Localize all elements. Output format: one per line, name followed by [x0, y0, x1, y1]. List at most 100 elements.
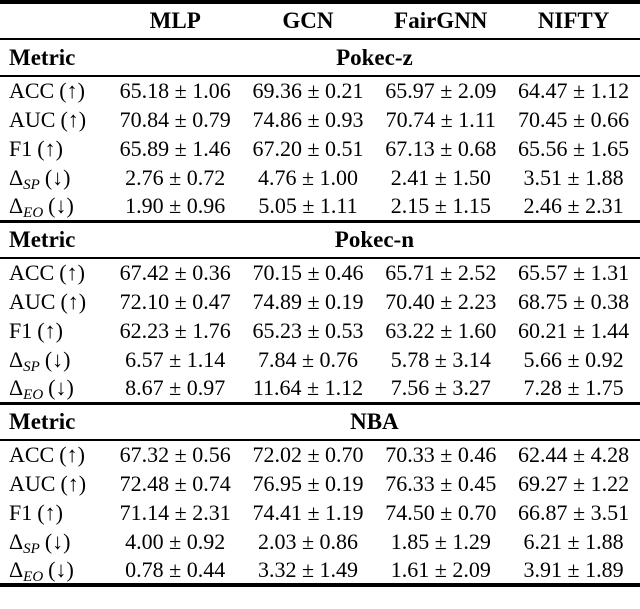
table-row: F1 (↑) 65.89 ± 1.46 67.20 ± 0.51 67.13 ± … [0, 134, 640, 163]
metric-subscript: SP [23, 176, 40, 193]
direction-arrow: (↑) [60, 288, 87, 314]
cell-value: 74.89 ± 0.19 [252, 288, 364, 314]
metric-subscript: SP [23, 540, 40, 557]
cell-value: 2.76 ± 0.72 [125, 164, 226, 190]
metric-label: ΔSP (↓) [0, 163, 109, 193]
metric-name: ACC [9, 442, 55, 467]
column-header-mlp: MLP [108, 2, 242, 40]
cell-value: 70.45 ± 0.66 [518, 106, 630, 132]
metric-label: F1 (↑) [0, 134, 109, 163]
direction-arrow: (↑) [37, 499, 63, 525]
direction-arrow: (↑) [60, 470, 87, 496]
direction-arrow: (↑) [60, 106, 87, 132]
metric-label: F1 (↑) [0, 316, 109, 345]
metric-name: Δ [9, 164, 24, 190]
metric-label: ΔEO (↓) [0, 374, 109, 405]
table-row: ACC (↑) 67.32 ± 0.56 72.02 ± 0.70 70.33 ±… [0, 440, 640, 469]
cell-value: 8.67 ± 0.97 [108, 374, 242, 405]
table-row: ΔEO (↓) 0.78 ± 0.44 3.32 ± 1.49 1.61 ± 2.… [0, 556, 640, 585]
cell-value: 7.28 ± 1.75 [507, 374, 640, 405]
metric-name: Δ [9, 192, 24, 218]
model-header-row: MLP GCN FairGNN NIFTY [0, 2, 640, 40]
metric-subscript: EO [23, 568, 44, 585]
metric-label: F1 (↑) [0, 498, 109, 527]
cell-value: 63.22 ± 1.60 [385, 317, 497, 343]
table-row: ΔSP (↓) 2.76 ± 0.72 4.76 ± 1.00 2.41 ± 1.… [0, 163, 640, 193]
cell-value: 7.56 ± 3.27 [374, 374, 508, 405]
metric-label: AUC (↑) [0, 287, 109, 316]
direction-arrow: (↓) [48, 556, 74, 582]
cell-value: 70.15 ± 0.46 [252, 260, 364, 285]
metric-name: AUC [9, 470, 56, 496]
metric-column-label: Metric [0, 403, 109, 441]
cell-value: 76.33 ± 0.45 [385, 470, 497, 496]
cell-value: 62.23 ± 1.76 [119, 317, 231, 343]
cell-value: 74.41 ± 1.19 [252, 499, 364, 525]
cell-value: 76.95 ± 0.19 [252, 470, 364, 496]
cell-value: 65.23 ± 0.53 [252, 317, 364, 343]
cell-value: 60.21 ± 1.44 [518, 317, 630, 343]
metric-name: AUC [9, 106, 56, 132]
table-row: ACC (↑) 67.42 ± 0.36 70.15 ± 0.46 65.71 ±… [0, 258, 640, 287]
metric-column-label: Metric [0, 39, 109, 77]
section-header-pokec-z: Metric Pokec-z [0, 39, 640, 77]
cell-value: 71.14 ± 2.31 [119, 499, 231, 525]
cell-value: 5.78 ± 3.14 [390, 346, 491, 372]
cell-value: 70.40 ± 2.23 [385, 288, 497, 314]
cell-value: 67.42 ± 0.36 [119, 260, 231, 285]
metric-label: ΔSP (↓) [0, 527, 109, 557]
cell-value: 62.44 ± 4.28 [518, 442, 630, 467]
section-header-nba: Metric NBA [0, 403, 640, 441]
table-row: AUC (↑) 70.84 ± 0.79 74.86 ± 0.93 70.74 ±… [0, 105, 640, 134]
direction-arrow: (↓) [44, 346, 71, 372]
cell-value: 65.71 ± 2.52 [385, 260, 497, 285]
cell-value: 4.00 ± 0.92 [125, 528, 226, 554]
cell-value: 70.33 ± 0.46 [385, 442, 497, 467]
cell-value: 2.03 ± 0.86 [257, 528, 359, 554]
direction-arrow: (↓) [48, 192, 74, 218]
metric-name: F1 [9, 135, 33, 161]
cell-value: 66.87 ± 3.51 [518, 499, 630, 525]
metric-label: ΔEO (↓) [0, 192, 109, 223]
direction-arrow: (↑) [37, 317, 63, 343]
cell-value: 65.18 ± 1.06 [119, 78, 231, 103]
column-header-fairgnn: FairGNN [374, 2, 508, 40]
cell-value: 65.97 ± 2.09 [385, 78, 497, 103]
cell-value: 65.89 ± 1.46 [119, 135, 231, 161]
direction-arrow: (↑) [59, 260, 85, 285]
cell-value: 5.66 ± 0.92 [523, 346, 624, 372]
cell-value: 69.36 ± 0.21 [252, 78, 364, 103]
table-row: F1 (↑) 62.23 ± 1.76 65.23 ± 0.53 63.22 ± … [0, 316, 640, 345]
metric-name: F1 [9, 317, 33, 343]
direction-arrow: (↑) [59, 78, 85, 103]
cell-value: 70.74 ± 1.11 [385, 106, 496, 132]
metric-label: AUC (↑) [0, 469, 109, 498]
cell-value: 4.76 ± 1.00 [257, 164, 359, 190]
cell-value: 2.15 ± 1.15 [374, 192, 508, 223]
column-header-gcn: GCN [241, 2, 375, 40]
table-row: ΔEO (↓) 1.90 ± 0.96 5.05 ± 1.11 2.15 ± 1.… [0, 192, 640, 223]
table-row: AUC (↑) 72.10 ± 0.47 74.89 ± 0.19 70.40 ±… [0, 287, 640, 316]
metric-column-label: Metric [0, 221, 109, 259]
metric-name: AUC [9, 288, 56, 314]
cell-value: 3.51 ± 1.88 [523, 164, 624, 190]
table-row: AUC (↑) 72.48 ± 0.74 76.95 ± 0.19 76.33 ±… [0, 469, 640, 498]
cell-value: 69.27 ± 1.22 [518, 470, 630, 496]
metric-name: ACC [9, 78, 55, 103]
metric-label: ΔSP (↓) [0, 345, 109, 375]
direction-arrow: (↓) [48, 374, 74, 400]
cell-value: 3.32 ± 1.49 [257, 556, 359, 582]
metric-name: F1 [9, 499, 33, 525]
cell-value: 74.50 ± 0.70 [385, 499, 497, 525]
corner-cell [0, 2, 109, 40]
cell-value: 67.20 ± 0.51 [252, 135, 364, 161]
cell-value: 1.90 ± 0.96 [108, 192, 242, 223]
cell-value: 65.56 ± 1.65 [518, 135, 630, 161]
cell-value: 1.61 ± 2.09 [390, 556, 491, 582]
cell-value: 7.84 ± 0.76 [257, 346, 359, 372]
cell-value: 11.64 ± 1.12 [241, 374, 375, 405]
cell-value: 74.86 ± 0.93 [252, 106, 364, 132]
column-header-nifty: NIFTY [507, 2, 640, 40]
metric-label: ACC (↑) [0, 440, 109, 469]
cell-value: 72.02 ± 0.70 [252, 442, 364, 467]
